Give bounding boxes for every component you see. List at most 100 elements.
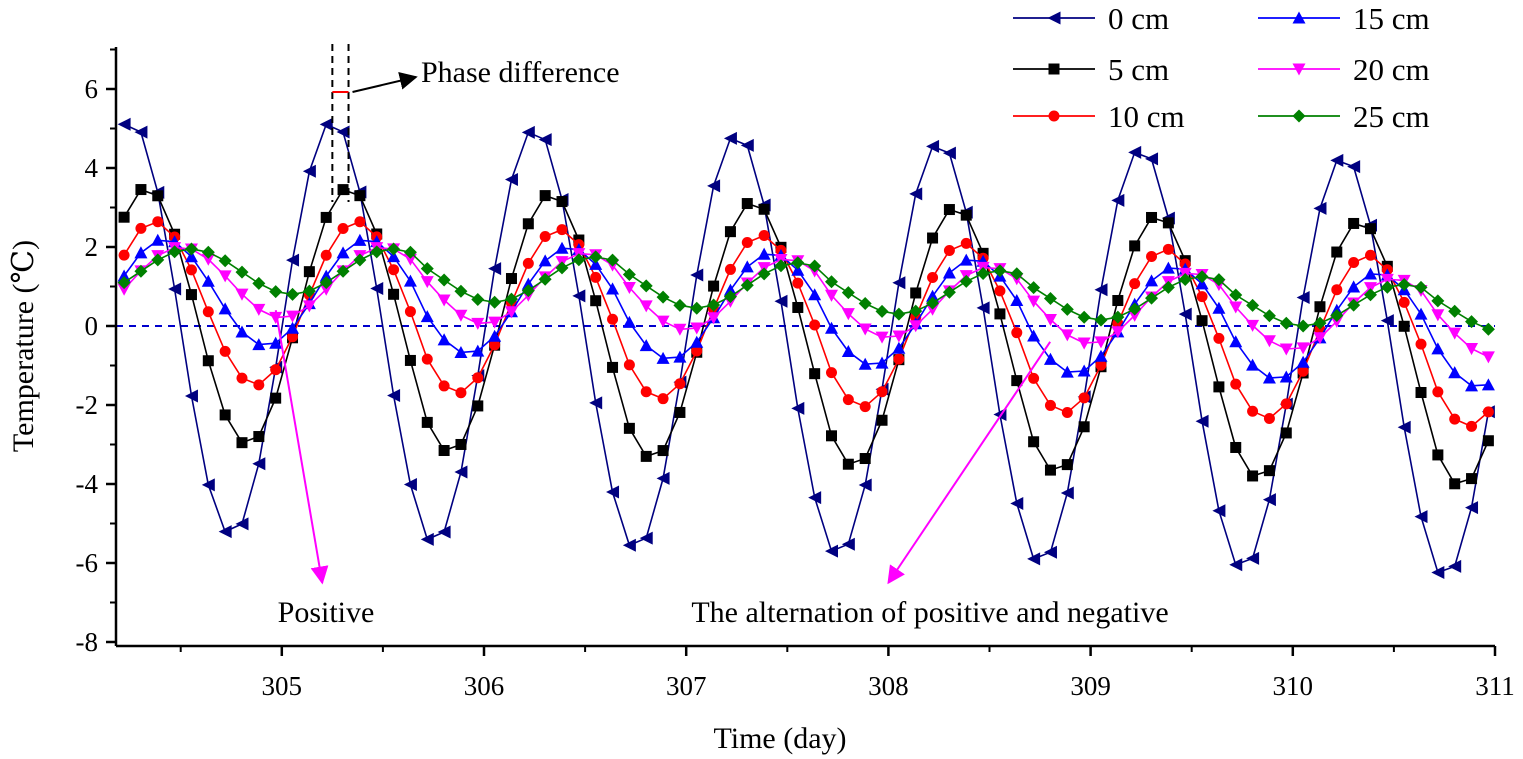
data-point [538, 133, 552, 147]
data-point [875, 331, 889, 344]
data-point [1296, 319, 1310, 333]
data-point [926, 303, 940, 316]
data-point [437, 294, 451, 307]
data-point [893, 353, 905, 365]
data-point [639, 300, 653, 313]
data-point [1331, 246, 1343, 258]
data-point [910, 287, 922, 299]
data-point [842, 458, 854, 470]
data-point [841, 286, 855, 300]
data-point [1011, 375, 1023, 387]
data-point [353, 253, 367, 267]
data-point [589, 257, 603, 270]
data-point [1347, 298, 1361, 312]
data-point [809, 319, 821, 331]
legend-label: 15 cm [1353, 1, 1430, 36]
data-point [1077, 337, 1091, 350]
data-point [639, 279, 653, 293]
data-point [858, 297, 872, 311]
data-point [1431, 294, 1445, 308]
data-point [942, 146, 956, 160]
data-point [657, 445, 669, 457]
data-point [1213, 381, 1225, 393]
data-point [236, 437, 248, 449]
data-point [269, 336, 283, 349]
data-point [1044, 464, 1056, 476]
data-point [1162, 217, 1174, 229]
data-point [1465, 343, 1479, 356]
data-point [538, 272, 552, 286]
data-point [774, 294, 788, 308]
series-5-cm [118, 184, 1494, 490]
data-point [1061, 459, 1073, 471]
data-point [959, 253, 973, 266]
data-point [437, 333, 451, 346]
data-point [1129, 240, 1141, 252]
data-point [488, 329, 502, 342]
data-point [623, 359, 635, 371]
data-point [707, 179, 721, 193]
data-point [623, 422, 635, 434]
data-point [1331, 284, 1343, 296]
data-point [421, 416, 433, 428]
series-15-cm [117, 233, 1495, 392]
data-point [388, 288, 400, 300]
data-point [1196, 291, 1208, 303]
data-point [774, 259, 788, 273]
data-point [1414, 510, 1428, 524]
series-line [123, 239, 1489, 387]
data-point [927, 272, 939, 284]
data-point [892, 307, 906, 321]
data-point [640, 450, 652, 462]
data-point [1363, 267, 1377, 280]
data-point [1465, 315, 1479, 329]
data-point [420, 310, 434, 323]
data-point [438, 445, 450, 457]
data-point [1077, 364, 1091, 377]
data-point [825, 275, 839, 289]
data-point [1482, 406, 1494, 418]
y-tick-label: 6 [85, 74, 99, 104]
data-point [1313, 332, 1327, 345]
data-point [556, 196, 568, 208]
data-point [117, 276, 131, 290]
data-point [1043, 545, 1057, 559]
data-point [1111, 310, 1125, 324]
data-point [1313, 316, 1327, 330]
data-point [1481, 351, 1495, 364]
data-point [1178, 272, 1192, 286]
data-point [454, 465, 468, 479]
legend-marker [1047, 11, 1061, 25]
data-point [1043, 314, 1057, 327]
legend-label: 0 cm [1108, 1, 1169, 36]
data-point [489, 339, 501, 351]
data-point [454, 345, 468, 358]
data-point [184, 242, 198, 256]
data-point [539, 230, 551, 242]
data-point [1380, 273, 1394, 286]
data-point [1397, 420, 1411, 434]
legend-label: 5 cm [1108, 52, 1169, 87]
legend-marker [1292, 109, 1306, 123]
data-point [809, 368, 821, 380]
data-point [826, 367, 838, 379]
legend-marker [1292, 11, 1306, 24]
ticks-layer: 305 306 307 308 309 310 311 -8 -6 -4 -2 0 2 4 6 [76, 48, 1515, 701]
y-tick-label: -2 [76, 390, 99, 420]
data-point [403, 245, 417, 259]
data-point [622, 281, 636, 295]
data-point [201, 245, 215, 259]
data-point [942, 266, 956, 279]
annotations-layer: Phase difference Positive The alternation … [274, 44, 1169, 629]
data-point [302, 284, 316, 298]
data-point [741, 236, 753, 248]
legend-item: 5 cm [1013, 52, 1169, 87]
data-point [758, 230, 770, 242]
data-point [522, 218, 534, 230]
data-point [1146, 250, 1158, 262]
legend-item: 15 cm [1258, 1, 1430, 36]
data-point [420, 532, 434, 546]
data-point [270, 364, 282, 376]
data-point [792, 301, 804, 313]
data-point [875, 304, 889, 318]
